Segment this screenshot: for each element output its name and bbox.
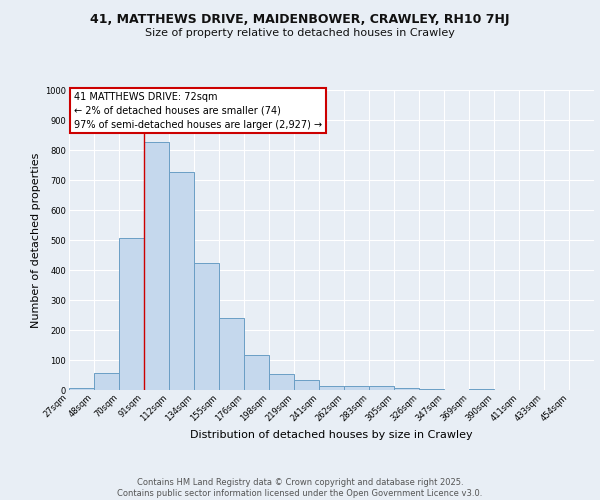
Text: 41, MATTHEWS DRIVE, MAIDENBOWER, CRAWLEY, RH10 7HJ: 41, MATTHEWS DRIVE, MAIDENBOWER, CRAWLEY… — [90, 12, 510, 26]
Text: 41 MATTHEWS DRIVE: 72sqm
← 2% of detached houses are smaller (74)
97% of semi-de: 41 MATTHEWS DRIVE: 72sqm ← 2% of detache… — [74, 92, 322, 130]
Bar — [70, 388, 94, 390]
Bar — [319, 386, 344, 390]
Bar — [394, 388, 419, 390]
Bar — [169, 172, 194, 390]
Bar — [119, 238, 143, 390]
Bar — [145, 142, 169, 390]
Text: Contains HM Land Registry data © Crown copyright and database right 2025.
Contai: Contains HM Land Registry data © Crown c… — [118, 478, 482, 498]
Bar — [94, 373, 119, 390]
Bar — [419, 388, 443, 390]
Text: Size of property relative to detached houses in Crawley: Size of property relative to detached ho… — [145, 28, 455, 38]
Bar — [344, 386, 368, 390]
Y-axis label: Number of detached properties: Number of detached properties — [31, 152, 41, 328]
Bar — [370, 386, 394, 390]
Bar — [220, 318, 244, 390]
Bar — [469, 388, 494, 390]
X-axis label: Distribution of detached houses by size in Crawley: Distribution of detached houses by size … — [190, 430, 473, 440]
Bar — [244, 355, 269, 390]
Bar — [194, 262, 218, 390]
Bar — [269, 374, 293, 390]
Bar — [295, 380, 319, 390]
